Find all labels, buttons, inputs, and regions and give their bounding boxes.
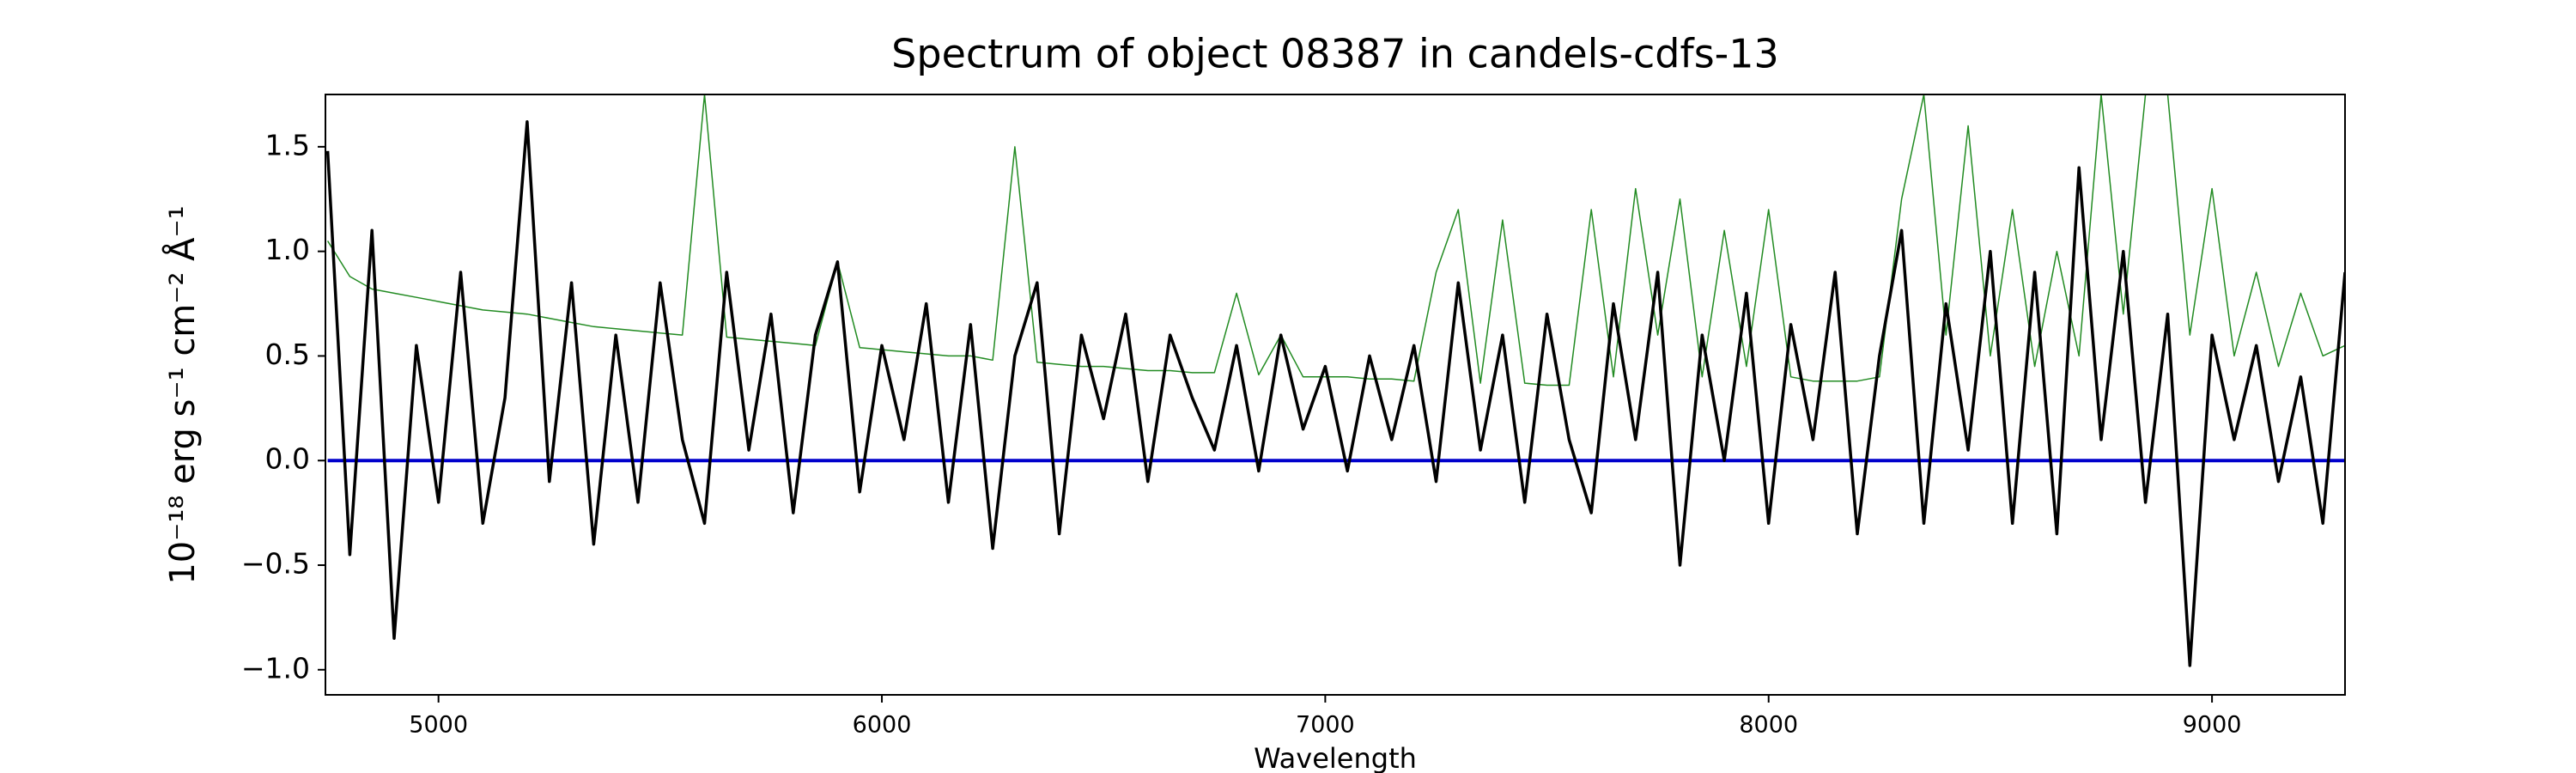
y-tick-label: 1.0 bbox=[265, 233, 310, 266]
y-axis-label: 10⁻¹⁸ erg s⁻¹ cm⁻² Å⁻¹ bbox=[161, 205, 203, 584]
y-tick-label: −1.0 bbox=[241, 651, 310, 685]
x-tick-label: 8000 bbox=[1739, 712, 1798, 739]
y-tick-label: −0.5 bbox=[241, 546, 310, 580]
x-tick-label: 7000 bbox=[1296, 712, 1355, 739]
plot-area bbox=[325, 94, 2345, 667]
spectrum-line bbox=[326, 94, 2345, 386]
y-tick-label: 0.0 bbox=[265, 442, 310, 476]
x-tick-label: 6000 bbox=[853, 712, 912, 739]
x-tick-label: 9000 bbox=[2183, 712, 2242, 739]
y-tick-label: 1.5 bbox=[265, 128, 310, 161]
chart-title: Spectrum of object 08387 in candels-cdfs… bbox=[891, 31, 1779, 77]
x-axis-label: Wavelength bbox=[1254, 742, 1417, 773]
x-tick-label: 5000 bbox=[409, 712, 468, 739]
y-tick-label: 0.5 bbox=[265, 338, 310, 371]
spectrum-line bbox=[325, 119, 2345, 667]
plot-frame bbox=[325, 94, 2346, 696]
